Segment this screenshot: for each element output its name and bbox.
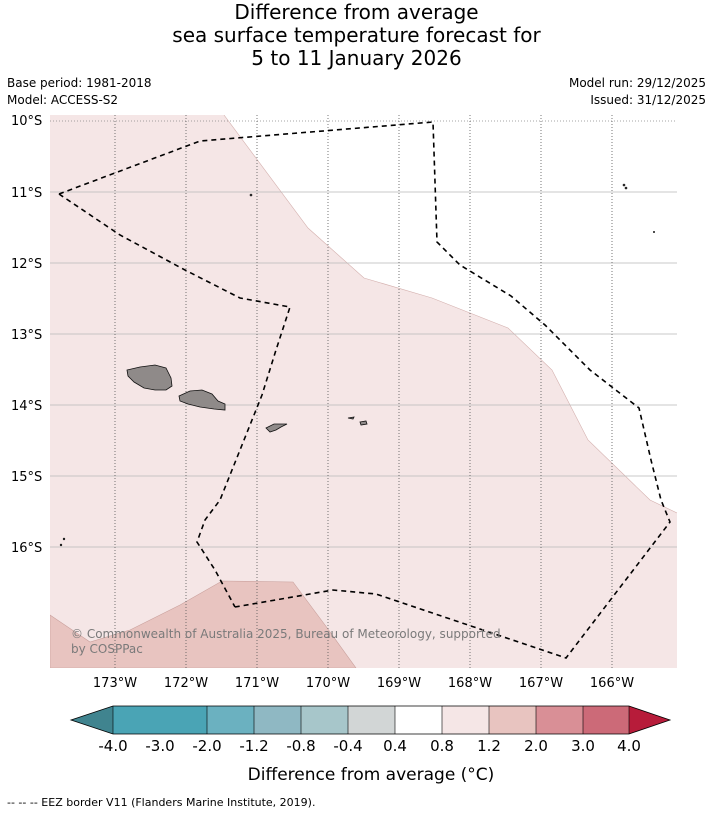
tutuila-island — [265, 423, 288, 433]
lon-label: 167°W — [519, 676, 563, 691]
lat-label: 10°S — [11, 114, 42, 129]
colorbar-segment — [207, 706, 254, 734]
title-line-1: Difference from average — [234, 0, 479, 24]
colorbar-tick-label: -3.0 — [145, 737, 174, 755]
eez-legend-note: -- -- -- EEZ border V11 (Flanders Marine… — [7, 796, 316, 809]
colorbar-segment — [489, 706, 536, 734]
colorbar-tick-labels: -4.0 -3.0 -2.0 -1.2 -0.8 -0.4 0.4 0.8 1.… — [98, 737, 641, 755]
colorbar-tick-label: 0.4 — [383, 737, 407, 755]
copyright-line-1: © Commonwealth of Australia 2025, Bureau… — [71, 627, 501, 641]
colorbar-segment — [583, 706, 629, 734]
islet-west-a — [62, 537, 66, 541]
colorbar-segment — [254, 706, 301, 734]
model-name: Model: ACCESS-S2 — [7, 93, 119, 107]
upolu-island — [178, 389, 226, 411]
copyright-line-2: by COSPPac — [71, 642, 143, 656]
ofu-island — [347, 416, 355, 420]
colorbar-tick-label: 4.0 — [617, 737, 641, 755]
savaii-island — [126, 364, 173, 391]
title-line-2: sea surface temperature forecast for — [172, 23, 541, 47]
islet-rose — [249, 193, 253, 197]
colorbar-segment — [536, 706, 583, 734]
colorbar-tick-label: -2.0 — [192, 737, 221, 755]
colorbar-tick-label: -1.2 — [239, 737, 268, 755]
colorbar-tick-label: 2.0 — [524, 737, 548, 755]
islet-east — [653, 230, 656, 233]
colorbar-tick-label: -0.8 — [286, 737, 315, 755]
lat-label: 11°S — [11, 186, 42, 201]
colorbar-tick-label: -0.4 — [333, 737, 362, 755]
colorbar-segment — [442, 706, 489, 734]
islet-swains-b — [624, 186, 628, 190]
lat-label: 16°S — [11, 541, 42, 556]
colorbar-tick-label: 3.0 — [571, 737, 595, 755]
lat-gridlines — [50, 191, 677, 548]
anomaly-band-boundary — [223, 115, 677, 514]
lon-label: 170°W — [306, 676, 350, 691]
eez-samoa — [58, 193, 292, 608]
lon-label: 169°W — [377, 676, 421, 691]
islet-west-b — [59, 543, 63, 547]
eez-borders — [58, 121, 671, 659]
lon-label: 173°W — [93, 676, 137, 691]
lat-label: 15°S — [11, 470, 42, 485]
lon-tick-labels: 173°W 172°W 171°W 170°W 169°W 168°W 167°… — [93, 676, 634, 691]
model-run: Model run: 29/12/2025 — [568, 76, 706, 90]
colorbar-dividers — [112, 706, 630, 734]
colorbar-tick-label: -4.0 — [98, 737, 127, 755]
base-period: Base period: 1981-2018 — [7, 76, 152, 90]
lon-label: 166°W — [590, 676, 634, 691]
anomaly-band-0.4-0.8 — [50, 115, 677, 668]
colorbar-tick-label: 0.8 — [430, 737, 454, 755]
eez-american-samoa-tokelau — [58, 121, 671, 659]
sst-anomaly-field — [50, 115, 677, 668]
issued-date: Issued: 31/12/2025 — [590, 93, 706, 107]
colorbar-tick-label: 1.2 — [477, 737, 501, 755]
lon-label: 172°W — [164, 676, 208, 691]
colorbar-segment — [301, 706, 348, 734]
title-line-3: 5 to 11 January 2026 — [251, 46, 462, 70]
colorbar-title: Difference from average (°C) — [248, 765, 495, 785]
lat-label: 14°S — [11, 399, 42, 414]
colorbar-segment — [395, 706, 442, 734]
lon-label: 168°W — [448, 676, 492, 691]
colorbar-high-extension — [629, 706, 670, 734]
colorbar — [69, 705, 672, 735]
lat-label: 13°S — [11, 328, 42, 343]
colorbar-segment — [348, 706, 395, 734]
tau-island — [359, 420, 368, 426]
lat-label: 12°S — [11, 257, 42, 272]
land-masses — [59, 183, 656, 547]
lon-label: 171°W — [235, 676, 279, 691]
lon-gridlines — [114, 115, 613, 668]
colorbar-low-extension — [71, 706, 113, 734]
lat-tick-labels: 10°S 11°S 12°S 13°S 14°S 15°S 16°S — [11, 114, 42, 556]
anomaly-band-0.8-1.2 — [50, 580, 357, 668]
colorbar-segment — [113, 706, 207, 734]
islet-swains-a — [622, 183, 626, 187]
